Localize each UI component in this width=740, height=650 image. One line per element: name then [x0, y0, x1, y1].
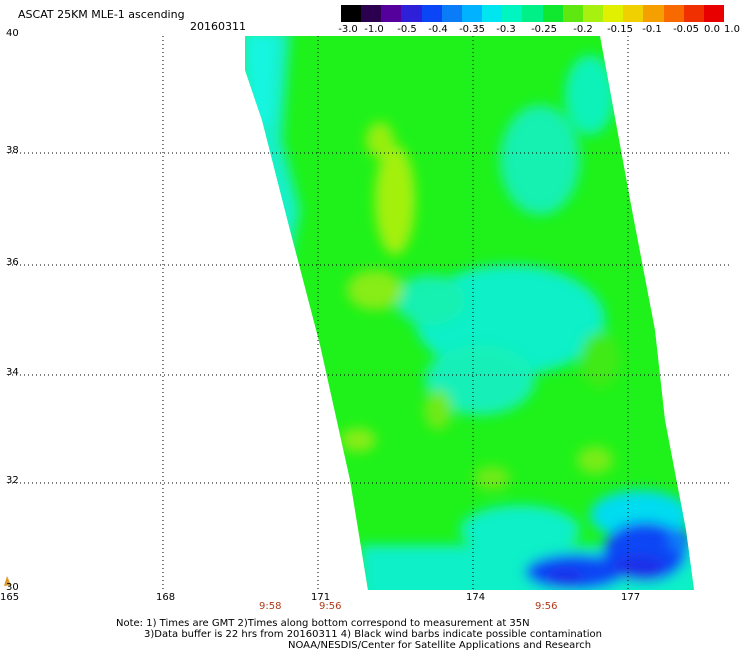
color-scale-segment — [482, 5, 503, 22]
lat-label-34: 34 — [6, 367, 19, 378]
scale-label: -0.3 — [496, 24, 516, 35]
color-scale-segment — [381, 5, 402, 22]
footnote-line-2: 3)Data buffer is 22 hrs from 20160311 4)… — [144, 629, 602, 640]
color-scale-segment — [603, 5, 624, 22]
color-scale-segment — [623, 5, 644, 22]
pass-time: 9:56 — [535, 601, 558, 612]
scale-label: -3.0 — [338, 24, 358, 35]
scale-label: -0.35 — [459, 24, 485, 35]
scale-label: 0.0 — [704, 24, 720, 35]
island-marker-icon — [4, 576, 11, 586]
color-scale-segment — [542, 5, 563, 22]
color-scale-segment — [582, 5, 604, 22]
color-scale-segment — [703, 5, 724, 22]
pass-time: 9:58 — [259, 601, 282, 612]
scale-label: -0.4 — [428, 24, 448, 35]
color-scale-segment — [341, 5, 362, 22]
color-scale-segment — [562, 5, 583, 22]
wind-swath — [245, 36, 694, 590]
scale-label: 1.0 — [724, 24, 740, 35]
color-scale-segment — [361, 5, 382, 22]
product-title: ASCAT 25KM MLE-1 ascending — [18, 8, 185, 21]
lon-label-174: 174 — [466, 592, 486, 603]
lat-label-40: 40 — [6, 28, 19, 39]
color-scale-segment — [401, 5, 422, 22]
graticule — [8, 36, 732, 590]
lat-label-32: 32 — [6, 475, 19, 486]
lon-label-171: 171 — [311, 592, 331, 603]
color-scale-segment — [663, 5, 684, 22]
pass-time: 9:56 — [319, 601, 342, 612]
color-scale-segment — [643, 5, 664, 22]
color-scale-bar — [341, 5, 724, 22]
color-scale-segment — [421, 5, 442, 22]
scale-label: -0.1 — [642, 24, 662, 35]
color-scale-segment — [461, 5, 483, 22]
scale-label: -0.25 — [531, 24, 557, 35]
color-scale-segment — [502, 5, 523, 22]
lat-label-36: 36 — [6, 257, 19, 268]
lat-label-38: 38 — [6, 145, 19, 156]
color-scale-segment — [522, 5, 543, 22]
scale-label: -0.15 — [607, 24, 633, 35]
footnote-line-1: Note: 1) Times are GMT 2)Times along bot… — [116, 618, 530, 629]
product-date: 20160311 — [190, 20, 246, 33]
footnote-credit: NOAA/NESDIS/Center for Satellite Applica… — [288, 640, 592, 650]
scale-label: -0.05 — [673, 24, 699, 35]
color-scale-labels: -3.0 -1.0 -0.5 -0.4 -0.35 -0.3 -0.25 -0.… — [330, 24, 740, 38]
lat-label-30: 30 — [6, 582, 19, 593]
scale-label: -0.5 — [397, 24, 417, 35]
scale-label: -1.0 — [364, 24, 384, 35]
scale-label: -0.2 — [573, 24, 593, 35]
color-scale-segment — [441, 5, 462, 22]
lon-label-168: 168 — [156, 592, 176, 603]
lon-label-177: 177 — [621, 592, 641, 603]
lon-label-165: 165 — [0, 592, 20, 603]
color-scale-segment — [683, 5, 704, 22]
